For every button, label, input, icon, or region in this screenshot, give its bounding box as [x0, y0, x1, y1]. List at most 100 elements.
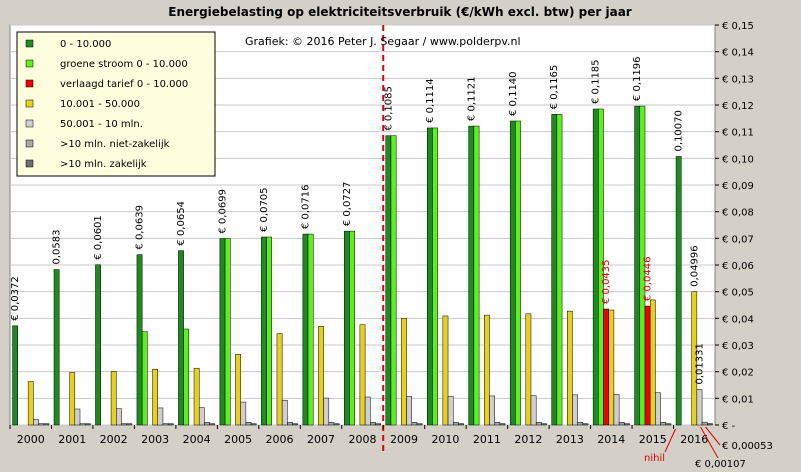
bar-2015-series-0: [634, 105, 641, 426]
data-label: € 0,0727: [342, 182, 353, 227]
bar-2006-series-3: [276, 333, 283, 426]
y-tick-label: € 0,12: [722, 101, 754, 112]
bar-2000-series-5: [38, 423, 44, 426]
bar-2009-series-0: [385, 135, 392, 426]
x-tick-label: 2006: [266, 433, 294, 446]
annotation-arrow: [705, 426, 721, 446]
legend-swatch: [25, 159, 34, 168]
bar-2010-series-3: [442, 315, 449, 426]
bar-2013-series-1: [556, 114, 563, 426]
bar-2012-series-0: [509, 120, 516, 426]
bar-2005-series-4: [240, 401, 247, 426]
x-tick-label: 2008: [349, 433, 377, 446]
legend-swatch: [25, 59, 34, 68]
data-label: 0,10070: [674, 110, 685, 151]
x-tick-label: 2016: [680, 433, 708, 446]
data-label: € 0,0699: [217, 189, 228, 234]
bar-2009-series-6: [416, 423, 423, 426]
bar-2016-series-5: [701, 421, 708, 426]
bar-2013-series-3: [567, 310, 573, 426]
bar-2016-series-0: [675, 156, 682, 426]
bar-2008-series-0: [344, 230, 350, 426]
y-tick-label: € 0,10: [722, 154, 754, 165]
bar-2009-series-4: [406, 396, 413, 426]
legend-label: 10.001 - 50.000: [60, 99, 140, 110]
bar-2000-series-4: [33, 419, 39, 426]
bar-2001-series-0: [53, 269, 60, 426]
data-label: € 0,1121: [466, 77, 477, 122]
bar-2014-series-0: [592, 108, 599, 426]
y-tick-label: € 0,14: [722, 48, 754, 59]
bar-2004-series-1: [183, 328, 190, 426]
bar-2006-series-1: [266, 236, 273, 426]
bar-2004-series-6: [209, 423, 216, 426]
bar-2010-series-4: [447, 395, 454, 426]
annotation-nihil: nihil: [644, 453, 665, 464]
bar-2015-series-2: [644, 305, 651, 426]
bar-2013-series-5: [577, 422, 584, 426]
bar-2001-series-4: [74, 408, 81, 426]
bar-2015-series-1: [639, 105, 646, 426]
x-tick-label: 2002: [100, 433, 128, 446]
bar-2010-series-1: [432, 127, 438, 426]
bar-2010-series-0: [426, 127, 433, 426]
legend-box: [16, 31, 216, 177]
data-label: € 0,0654: [176, 201, 187, 246]
bar-2003-series-1: [141, 331, 148, 426]
x-axis-ticks: 2000 2001 2002 2003 2004 2005 2006 2007 2008 2009…: [9, 425, 708, 446]
bar-2008-series-1: [349, 230, 355, 426]
bar-2007-series-4: [323, 397, 330, 426]
bar-2007-series-0: [302, 233, 309, 426]
y-tick-label: € 0,05: [722, 288, 754, 299]
y-tick-label: € 0,11: [722, 128, 754, 139]
bar-2008-series-6: [375, 423, 381, 426]
bar-2014-series-5: [618, 422, 625, 426]
y-tick-label: € -: [722, 421, 736, 432]
legend-swatch: [25, 139, 34, 148]
y-tick-label: € 0,01: [722, 394, 754, 405]
bar-2008-series-4: [364, 396, 371, 426]
bar-2011-series-1: [473, 125, 480, 426]
bar-2015-series-5: [660, 422, 667, 426]
annotation-low-value-2: € 0,00107: [695, 459, 746, 470]
bar-2006-series-5: [287, 422, 293, 426]
bar-2005-series-5: [245, 422, 252, 426]
bar-2009-series-3: [401, 318, 407, 426]
annotation-arrow: [664, 428, 676, 453]
bar-2014-series-2: [603, 308, 609, 426]
legend-label: groene stroom 0 - 10.000: [60, 59, 188, 70]
bar-2013-series-6: [582, 423, 589, 426]
annotation-low-value-1: € 0,00053: [722, 441, 773, 452]
bar-2009-series-1: [390, 135, 397, 426]
x-tick-label: 2009: [390, 433, 418, 446]
bar-2003-series-3: [152, 369, 158, 426]
data-label: € 0,0716: [300, 185, 311, 230]
chart-credit: Grafiek: © 2016 Peter J. Segaar / www.po…: [245, 35, 521, 48]
bar-2011-series-3: [484, 314, 490, 426]
bar-2015-series-3: [649, 299, 656, 426]
bar-2006-series-0: [261, 236, 267, 426]
bar-2003-series-0: [136, 254, 143, 426]
x-tick-label: 2010: [431, 433, 459, 446]
bar-2010-series-6: [458, 423, 464, 426]
legend-label: verlaagd tarief 0 - 10.000: [60, 79, 188, 90]
bar-2002-series-4: [116, 408, 122, 426]
data-label: € 0,0372: [10, 276, 21, 321]
bar-2007-series-1: [307, 233, 314, 426]
legend-swatch: [25, 39, 34, 48]
x-tick-label: 2013: [556, 433, 584, 446]
data-label: € 0,1165: [549, 65, 560, 110]
y-tick-label: € 0,15: [722, 21, 754, 32]
bar-2001-series-5: [79, 423, 86, 426]
bar-2014-series-4: [613, 394, 620, 426]
bar-2012-series-4: [530, 395, 537, 426]
data-label: € 0,1185: [591, 59, 602, 104]
legend-label: >10 mln. zakelijk: [60, 159, 147, 170]
x-tick-label: 2012: [514, 433, 542, 446]
y-tick-label: € 0,09: [722, 181, 754, 192]
bar-2012-series-1: [515, 120, 521, 426]
bar-2000-series-6: [43, 423, 50, 426]
y-tick-label: € 0,07: [722, 234, 754, 245]
bar-2001-series-6: [84, 423, 91, 426]
